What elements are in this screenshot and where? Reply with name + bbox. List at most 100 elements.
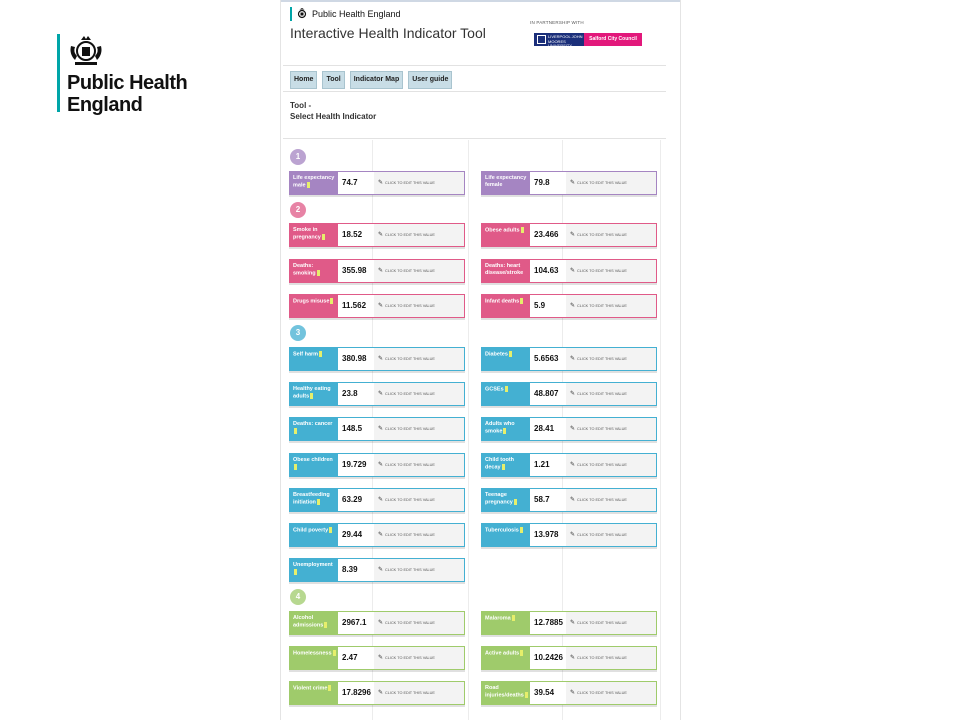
info-icon[interactable] bbox=[330, 298, 334, 304]
info-icon[interactable] bbox=[316, 269, 320, 276]
indicator-card: Drugs misuse 11.562 ✎ CLICK TO EDIT THIS VA… bbox=[289, 294, 465, 318]
pencil-icon: ✎ bbox=[378, 180, 384, 186]
ljmu-crest-icon bbox=[537, 35, 546, 44]
pencil-icon: ✎ bbox=[378, 391, 384, 397]
edit-value-button[interactable]: ✎ CLICK TO EDIT THIS VALUE bbox=[374, 524, 464, 546]
info-icon[interactable] bbox=[328, 685, 332, 691]
edit-value-button[interactable]: ✎ CLICK TO EDIT THIS VALUE bbox=[374, 489, 464, 511]
edit-value-button[interactable]: ✎ CLICK TO EDIT THIS VALUE bbox=[374, 454, 464, 476]
info-icon[interactable] bbox=[519, 527, 523, 533]
info-icon[interactable] bbox=[332, 650, 336, 656]
indicator-name: Adults who smoke bbox=[482, 418, 530, 440]
indicator-card: Diabetes 5.6563 ✎ CLICK TO EDIT THIS VALUE bbox=[481, 347, 657, 371]
info-icon[interactable] bbox=[306, 181, 310, 188]
info-icon[interactable] bbox=[524, 691, 528, 698]
indicator-card: Unemployment 8.39 ✎ CLICK TO EDIT THIS VALU… bbox=[289, 558, 465, 582]
indicator-name: Self harm bbox=[290, 348, 338, 370]
edit-value-button[interactable]: ✎ CLICK TO EDIT THIS VALUE bbox=[374, 647, 464, 669]
info-icon[interactable] bbox=[511, 615, 515, 621]
edit-value-button[interactable]: ✎ CLICK TO EDIT THIS VALUE bbox=[374, 418, 464, 440]
edit-value-button[interactable]: ✎ CLICK TO EDIT THIS VALUE bbox=[566, 260, 656, 282]
edit-value-button[interactable]: ✎ CLICK TO EDIT THIS VALUE bbox=[374, 559, 464, 581]
info-icon[interactable] bbox=[329, 527, 333, 533]
indicator-name: Deaths: smoking bbox=[290, 260, 338, 282]
edit-value-button[interactable]: ✎ CLICK TO EDIT THIS VALUE bbox=[374, 172, 464, 194]
edit-value-label: CLICK TO EDIT THIS VALUE bbox=[577, 427, 627, 431]
edit-value-button[interactable]: ✎ CLICK TO EDIT THIS VALUE bbox=[566, 682, 656, 704]
edit-value-button[interactable]: ✎ CLICK TO EDIT THIS VALUE bbox=[566, 295, 656, 317]
pencil-icon: ✎ bbox=[378, 232, 384, 238]
info-icon[interactable] bbox=[294, 427, 297, 434]
edit-value-button[interactable]: ✎ CLICK TO EDIT THIS VALUE bbox=[566, 454, 656, 476]
pencil-icon: ✎ bbox=[570, 232, 576, 238]
pencil-icon: ✎ bbox=[570, 690, 576, 696]
edit-value-button[interactable]: ✎ CLICK TO EDIT THIS VALUE bbox=[566, 647, 656, 669]
edit-value-label: CLICK TO EDIT THIS VALUE bbox=[577, 621, 627, 625]
indicator-card: Life expectancy female 79.8 ✎ CLICK TO EDIT… bbox=[481, 171, 657, 195]
header-brand[interactable]: Public Health England bbox=[290, 7, 401, 21]
indicator-name: Infant deaths bbox=[482, 295, 530, 317]
indicator-name: Deaths: cancer bbox=[290, 418, 338, 440]
edit-value-button[interactable]: ✎ CLICK TO EDIT THIS VALUE bbox=[566, 489, 656, 511]
section-number-3: 3 bbox=[290, 325, 306, 341]
breadcrumb-current: Select Health Indicator bbox=[290, 112, 377, 121]
info-icon[interactable] bbox=[321, 233, 325, 240]
edit-value-button[interactable]: ✎ CLICK TO EDIT THIS VALUE bbox=[374, 224, 464, 246]
indicator-label: Malaroma bbox=[485, 615, 511, 622]
indicator-value: 1.21 bbox=[534, 460, 550, 469]
edit-value-button[interactable]: ✎ CLICK TO EDIT THIS VALUE bbox=[566, 612, 656, 634]
edit-value-button[interactable]: ✎ CLICK TO EDIT THIS VALUE bbox=[566, 224, 656, 246]
info-icon[interactable] bbox=[520, 650, 524, 656]
indicator-label: Deaths: smoking bbox=[293, 263, 316, 276]
edit-value-button[interactable]: ✎ CLICK TO EDIT THIS VALUE bbox=[566, 524, 656, 546]
indicator-value: 63.29 bbox=[342, 495, 363, 504]
info-icon[interactable] bbox=[504, 386, 508, 392]
edit-value-button[interactable]: ✎ CLICK TO EDIT THIS VALUE bbox=[374, 348, 464, 370]
nav-home[interactable]: Home bbox=[290, 71, 318, 89]
edit-value-button[interactable]: ✎ CLICK TO EDIT THIS VALUE bbox=[374, 383, 464, 405]
indicator-name: GCSEs bbox=[482, 383, 530, 405]
indicator-card: Alcohol admissions 2967.1 ✎ CLICK TO EDIT T… bbox=[289, 611, 465, 635]
info-icon[interactable] bbox=[520, 227, 524, 233]
info-icon[interactable] bbox=[319, 351, 323, 357]
nav-indicator-map[interactable]: Indicator Map bbox=[349, 71, 404, 89]
info-icon[interactable] bbox=[324, 621, 328, 628]
edit-value-button[interactable]: ✎ CLICK TO EDIT THIS VALUE bbox=[374, 612, 464, 634]
indicator-card: Obese adults 23.466 ✎ CLICK TO EDIT THIS VA… bbox=[481, 223, 657, 247]
info-icon[interactable] bbox=[294, 568, 297, 575]
nav-tool[interactable]: Tool bbox=[322, 71, 345, 89]
indicator-card: Deaths: smoking 355.98 ✎ CLICK TO EDIT THIS… bbox=[289, 259, 465, 283]
edit-value-label: CLICK TO EDIT THIS VALUE bbox=[385, 181, 435, 185]
grid-line bbox=[468, 140, 469, 720]
info-icon[interactable] bbox=[508, 351, 512, 357]
info-icon[interactable] bbox=[520, 298, 524, 304]
indicator-name: Child poverty bbox=[290, 524, 338, 546]
indicator-name: Drugs misuse bbox=[290, 295, 338, 317]
logo-line-1: Public Health bbox=[67, 72, 188, 94]
brand-accent-bar bbox=[290, 7, 292, 21]
edit-value-button[interactable]: ✎ CLICK TO EDIT THIS VALUE bbox=[566, 172, 656, 194]
grid-line bbox=[660, 140, 661, 720]
info-icon[interactable] bbox=[316, 498, 320, 505]
info-icon[interactable] bbox=[501, 463, 505, 470]
edit-value-button[interactable]: ✎ CLICK TO EDIT THIS VALUE bbox=[566, 383, 656, 405]
indicator-value: 2.47 bbox=[342, 653, 358, 662]
indicator-card: Infant deaths 5.9 ✎ CLICK TO EDIT THIS VALU… bbox=[481, 294, 657, 318]
edit-value-button[interactable]: ✎ CLICK TO EDIT THIS VALUE bbox=[566, 348, 656, 370]
edit-value-label: CLICK TO EDIT THIS VALUE bbox=[577, 304, 627, 308]
indicator-card: Active adults 10.2426 ✎ CLICK TO EDIT THIS … bbox=[481, 646, 657, 670]
pencil-icon: ✎ bbox=[378, 356, 384, 362]
edit-value-button[interactable]: ✎ CLICK TO EDIT THIS VALUE bbox=[374, 295, 464, 317]
info-icon[interactable] bbox=[503, 427, 507, 434]
edit-value-button[interactable]: ✎ CLICK TO EDIT THIS VALUE bbox=[374, 260, 464, 282]
indicator-label: Drugs misuse bbox=[293, 298, 330, 305]
edit-value-button[interactable]: ✎ CLICK TO EDIT THIS VALUE bbox=[566, 418, 656, 440]
edit-value-button[interactable]: ✎ CLICK TO EDIT THIS VALUE bbox=[374, 682, 464, 704]
info-icon[interactable] bbox=[294, 463, 297, 470]
indicator-name: Violent crime bbox=[290, 682, 338, 704]
indicator-card: Smoke in pregnancy 18.52 ✎ CLICK TO EDIT TH… bbox=[289, 223, 465, 247]
info-icon[interactable] bbox=[310, 392, 314, 399]
info-icon[interactable] bbox=[513, 498, 517, 505]
nav-user-guide[interactable]: User guide bbox=[408, 71, 453, 89]
indicator-label: GCSEs bbox=[485, 386, 504, 393]
